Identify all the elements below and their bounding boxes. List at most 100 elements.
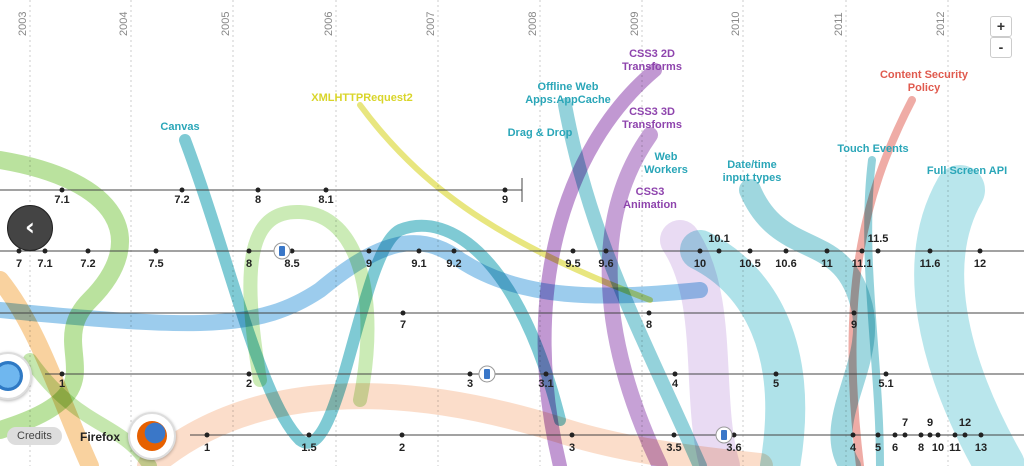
version-dot[interactable]: [952, 432, 958, 438]
version-dot[interactable]: [85, 248, 91, 254]
version-dot[interactable]: [204, 432, 210, 438]
version-dot[interactable]: [875, 248, 881, 254]
mobile-icon[interactable]: [478, 365, 496, 383]
feature-label[interactable]: Touch Events: [837, 143, 908, 155]
year-label: 2008: [527, 12, 539, 36]
version-dot[interactable]: [179, 187, 185, 193]
feature-label[interactable]: Offline Web Apps:AppCache: [525, 81, 611, 106]
version-dot[interactable]: [902, 432, 908, 438]
version-label: 3.1: [538, 378, 553, 390]
version-dot[interactable]: [569, 432, 575, 438]
feature-label[interactable]: Date/time input types: [723, 159, 782, 184]
zoom-in-button[interactable]: +: [990, 16, 1012, 37]
version-dot[interactable]: [246, 248, 252, 254]
version-label: 13: [975, 442, 987, 454]
version-dot[interactable]: [672, 371, 678, 377]
version-label: 9.1: [411, 258, 426, 270]
version-dot[interactable]: [451, 248, 457, 254]
feature-label[interactable]: Drag & Drop: [508, 127, 573, 139]
feature-label[interactable]: CSS3 3D Transforms: [622, 106, 682, 131]
version-dot[interactable]: [747, 248, 753, 254]
version-label: 4: [672, 378, 679, 390]
version-label: 7.1: [37, 258, 52, 270]
version-dot[interactable]: [927, 248, 933, 254]
version-label: 6: [892, 442, 898, 454]
version-dot[interactable]: [978, 432, 984, 438]
feature-label[interactable]: Full Screen API: [927, 165, 1007, 177]
back-arrow-icon[interactable]: ‹: [7, 205, 53, 251]
feature-labels: Canvas XMLHTTPRequest2 Drag & Drop Offline …: [160, 48, 1007, 211]
feature-label[interactable]: CSS3 2D Transforms: [622, 48, 682, 73]
credits-button[interactable]: Credits: [7, 427, 62, 445]
feature-label[interactable]: CSS3 Animation: [623, 186, 677, 211]
version-dot[interactable]: [646, 310, 652, 316]
version-dot[interactable]: [962, 432, 968, 438]
version-dot[interactable]: [927, 432, 933, 438]
version-dot[interactable]: [850, 432, 856, 438]
feature-label[interactable]: Canvas: [160, 121, 199, 133]
version-dot[interactable]: [306, 432, 312, 438]
version-label: 11: [949, 442, 961, 454]
zoom-out-button[interactable]: -: [990, 37, 1012, 58]
version-dot[interactable]: [918, 432, 924, 438]
version-dot[interactable]: [59, 187, 65, 193]
version-dot[interactable]: [289, 248, 295, 254]
mobile-icon[interactable]: [715, 426, 733, 444]
version-dot[interactable]: [543, 371, 549, 377]
version-dot[interactable]: [603, 248, 609, 254]
version-dot[interactable]: [467, 371, 473, 377]
version-label: 8.1: [318, 194, 333, 206]
version-label: 1.5: [301, 442, 316, 454]
version-dot[interactable]: [851, 310, 857, 316]
version-dot[interactable]: [697, 248, 703, 254]
browser-version-lines: 7.1 7.2 8 8.1 9 7 7.1 7.2 7.5 8 8.5 9 9.1 9.2 9.5 9.6 10…: [0, 178, 1024, 454]
version-dot[interactable]: [875, 432, 881, 438]
version-dot[interactable]: [977, 248, 983, 254]
feature-label[interactable]: Content Security Policy: [880, 69, 969, 94]
version-label: 9: [502, 194, 508, 206]
version-label: 9.2: [446, 258, 461, 270]
year-label: 2004: [118, 12, 130, 36]
version-dot[interactable]: [16, 248, 22, 254]
version-dot[interactable]: [366, 248, 372, 254]
version-label: 3: [467, 378, 473, 390]
version-label: 9.6: [598, 258, 613, 270]
version-dot[interactable]: [246, 371, 252, 377]
version-dot[interactable]: [400, 310, 406, 316]
feature-label[interactable]: Web Workers: [644, 151, 688, 176]
version-dot[interactable]: [502, 187, 508, 193]
version-dot[interactable]: [399, 432, 405, 438]
version-dot[interactable]: [883, 371, 889, 377]
feature-label[interactable]: XMLHTTPRequest2: [311, 92, 412, 104]
version-label: 9.5: [565, 258, 580, 270]
version-dot[interactable]: [570, 248, 576, 254]
version-dot[interactable]: [716, 248, 722, 254]
version-dot[interactable]: [416, 248, 422, 254]
version-label: 11.1: [852, 258, 873, 270]
version-dot[interactable]: [783, 248, 789, 254]
version-label: 3: [569, 442, 575, 454]
version-dot[interactable]: [59, 371, 65, 377]
mobile-icon[interactable]: [273, 242, 291, 260]
version-dot[interactable]: [671, 432, 677, 438]
version-dot[interactable]: [42, 248, 48, 254]
version-label: 2: [399, 442, 405, 454]
version-label: 4: [850, 442, 857, 454]
ribbon-peach: [137, 383, 773, 466]
version-label: 8: [646, 319, 652, 331]
version-dot[interactable]: [773, 371, 779, 377]
ribbon-teal-3: [680, 230, 806, 466]
firefox-logo-icon[interactable]: [128, 412, 176, 460]
version-dot[interactable]: [824, 248, 830, 254]
version-label: 11.5: [868, 233, 889, 245]
version-dot[interactable]: [859, 248, 865, 254]
version-dot[interactable]: [731, 432, 737, 438]
version-dot[interactable]: [892, 432, 898, 438]
version-dot[interactable]: [153, 248, 159, 254]
version-dot[interactable]: [255, 187, 261, 193]
version-dot[interactable]: [935, 432, 941, 438]
version-dot[interactable]: [323, 187, 329, 193]
version-label: 12: [959, 417, 971, 429]
version-label: 7: [400, 319, 406, 331]
version-line-chrome-ie-upper: 7 7.1 7.2 7.5 8 8.5 9 9.1 9.2 9.5 9.6 10 10.1 10.5 10.…: [0, 233, 1024, 270]
